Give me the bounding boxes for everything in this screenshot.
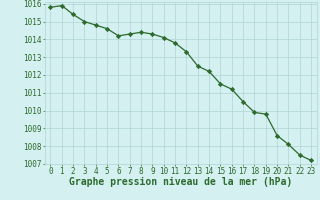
X-axis label: Graphe pression niveau de la mer (hPa): Graphe pression niveau de la mer (hPa) [69,177,292,187]
